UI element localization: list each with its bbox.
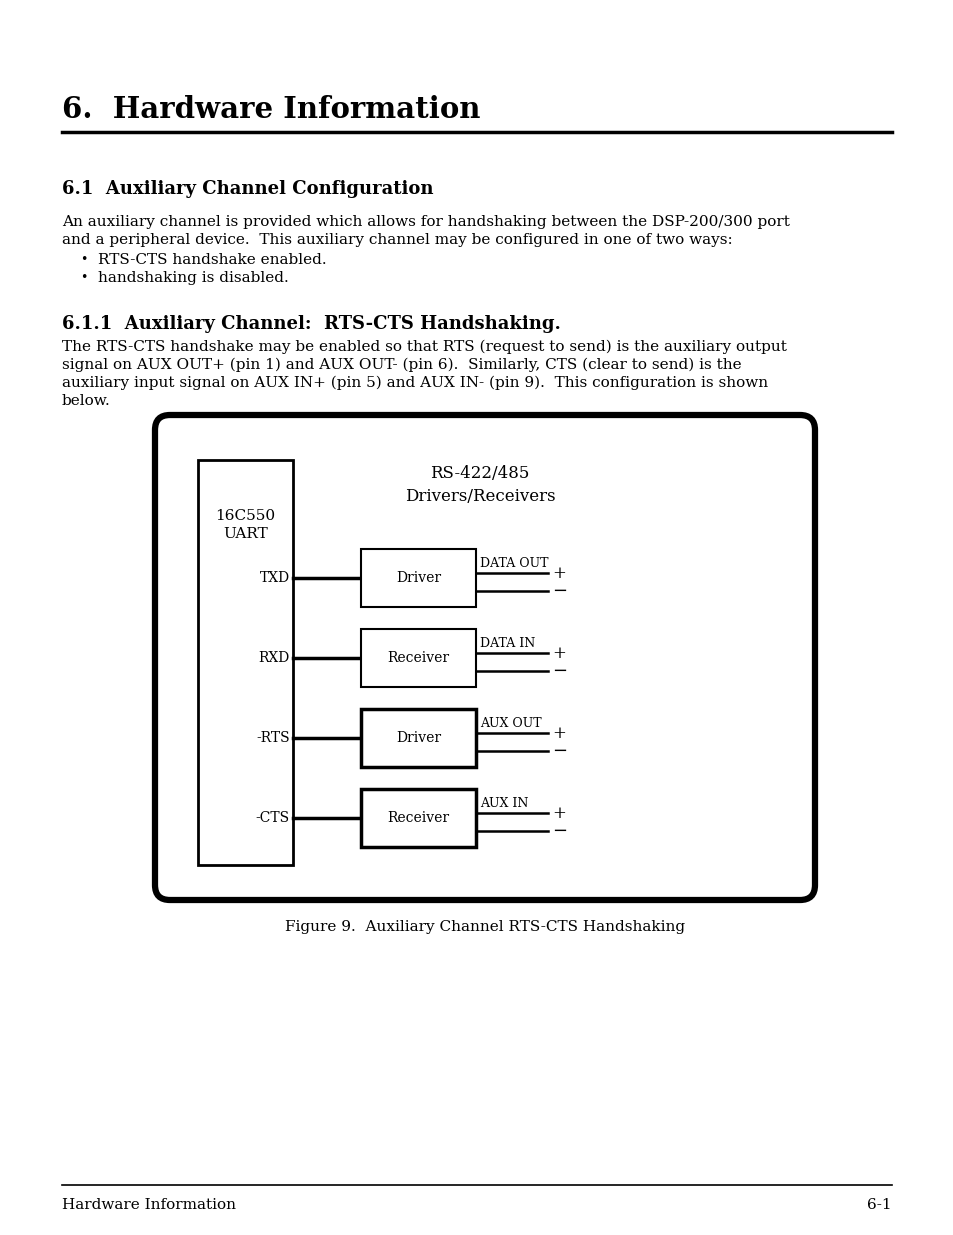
Text: DATA OUT: DATA OUT: [479, 557, 548, 571]
Text: −: −: [552, 582, 566, 600]
Text: •: •: [80, 270, 88, 284]
Text: The RTS-CTS handshake may be enabled so that RTS (request to send) is the auxili: The RTS-CTS handshake may be enabled so …: [62, 340, 786, 354]
Text: An auxiliary channel is provided which allows for handshaking between the DSP-20: An auxiliary channel is provided which a…: [62, 215, 789, 228]
Text: Driver: Driver: [395, 571, 440, 585]
Text: 6.1.1  Auxiliary Channel:  RTS-CTS Handshaking.: 6.1.1 Auxiliary Channel: RTS-CTS Handsha…: [62, 315, 560, 333]
Text: −: −: [552, 742, 566, 760]
Text: signal on AUX OUT+ (pin 1) and AUX OUT- (pin 6).  Similarly, CTS (clear to send): signal on AUX OUT+ (pin 1) and AUX OUT- …: [62, 358, 740, 373]
Text: AUX IN: AUX IN: [479, 797, 528, 810]
Text: handshaking is disabled.: handshaking is disabled.: [98, 270, 289, 285]
Text: •: •: [80, 253, 88, 266]
Text: +: +: [552, 645, 565, 662]
Text: Figure 9.  Auxiliary Channel RTS-CTS Handshaking: Figure 9. Auxiliary Channel RTS-CTS Hand…: [285, 920, 684, 934]
Text: Hardware Information: Hardware Information: [62, 1198, 235, 1212]
Text: RTS-CTS handshake enabled.: RTS-CTS handshake enabled.: [98, 253, 326, 267]
Bar: [198, 459, 293, 864]
Text: RXD: RXD: [258, 651, 290, 664]
Text: below.: below.: [62, 394, 111, 408]
Text: auxiliary input signal on AUX IN+ (pin 5) and AUX IN- (pin 9).  This configurati: auxiliary input signal on AUX IN+ (pin 5…: [62, 375, 767, 390]
Text: 16C550
UART: 16C550 UART: [215, 509, 275, 541]
Text: Driver: Driver: [395, 731, 440, 745]
Text: +: +: [552, 564, 565, 582]
Text: and a peripheral device.  This auxiliary channel may be configured in one of two: and a peripheral device. This auxiliary …: [62, 233, 732, 247]
Text: RS-422/485
Drivers/Receivers: RS-422/485 Drivers/Receivers: [404, 466, 555, 505]
Text: −: −: [552, 662, 566, 680]
Text: 6.  Hardware Information: 6. Hardware Information: [62, 95, 480, 124]
FancyBboxPatch shape: [154, 415, 814, 900]
Text: +: +: [552, 804, 565, 821]
Text: −: −: [552, 823, 566, 840]
Text: DATA IN: DATA IN: [479, 637, 535, 650]
Text: 6.1  Auxiliary Channel Configuration: 6.1 Auxiliary Channel Configuration: [62, 180, 433, 198]
Bar: [360, 629, 476, 687]
Text: 6-1: 6-1: [866, 1198, 891, 1212]
Text: Receiver: Receiver: [387, 651, 449, 664]
Text: +: +: [552, 725, 565, 741]
Text: Receiver: Receiver: [387, 811, 449, 825]
Bar: [360, 789, 476, 847]
Bar: [360, 550, 476, 606]
Text: -RTS: -RTS: [256, 731, 290, 745]
Text: TXD: TXD: [259, 571, 290, 585]
Text: -CTS: -CTS: [255, 811, 290, 825]
Text: AUX OUT: AUX OUT: [479, 718, 541, 730]
Bar: [360, 709, 476, 767]
